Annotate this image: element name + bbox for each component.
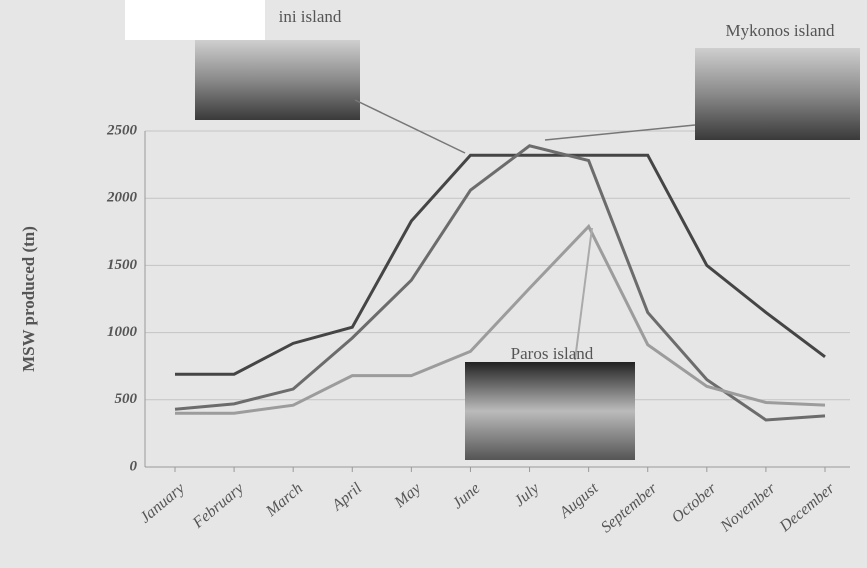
y-tick-label: 0 bbox=[130, 458, 138, 474]
arrow bbox=[574, 227, 593, 361]
santorini-photo bbox=[195, 40, 360, 120]
series-label: Mykonos island bbox=[725, 21, 835, 40]
y-tick-label: 1500 bbox=[107, 257, 138, 273]
series-label: ini island bbox=[279, 7, 342, 26]
paros-photo bbox=[465, 362, 635, 460]
arrow bbox=[354, 99, 466, 154]
y-tick-label: 2000 bbox=[106, 190, 138, 206]
series-line bbox=[175, 223, 826, 415]
y-tick-label: 500 bbox=[115, 391, 138, 407]
series-label: Paros island bbox=[511, 344, 594, 363]
y-tick-label: 2500 bbox=[106, 122, 138, 138]
y-axis-label: MSW produced (tn) bbox=[19, 226, 38, 372]
y-tick-label: 1000 bbox=[107, 324, 138, 340]
mykonos-photo bbox=[695, 48, 860, 140]
series-line bbox=[175, 153, 826, 376]
series-line bbox=[174, 144, 826, 422]
arrow bbox=[544, 124, 696, 141]
cover-box bbox=[125, 0, 265, 40]
